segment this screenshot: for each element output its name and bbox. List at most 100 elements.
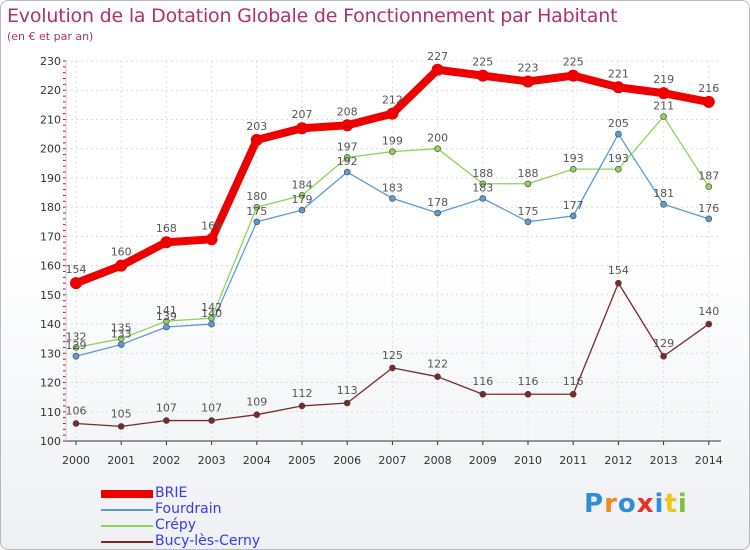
data-point-crepy: [705, 183, 713, 190]
data-label-brie: 225: [563, 56, 584, 69]
data-point-crepy: [660, 113, 667, 120]
data-label-fourdrain: 133: [111, 328, 132, 341]
data-label-fourdrain: 178: [427, 196, 448, 209]
data-label-fourdrain: 192: [337, 155, 358, 168]
y-tick-label: 220: [40, 84, 61, 97]
data-label-crepy: 135: [111, 322, 132, 335]
data-point-bucy-les-cerny: [117, 423, 125, 430]
data-point-fourdrain: [389, 195, 396, 202]
data-label-crepy: 188: [518, 167, 539, 180]
x-tick-label: 2001: [107, 454, 135, 467]
y-tick-label: 150: [40, 289, 61, 302]
data-label-crepy: 132: [66, 330, 87, 343]
x-tick-label: 2011: [559, 454, 587, 467]
x-tick-label: 2014: [695, 454, 723, 467]
data-point-fourdrain: [298, 206, 306, 214]
data-label-brie: 154: [66, 263, 87, 276]
data-label-crepy: 188: [472, 167, 493, 180]
data-label-crepy: 211: [653, 100, 674, 113]
y-tick-label: 210: [40, 113, 61, 126]
data-point-fourdrain: [615, 130, 622, 138]
data-point-brie: [657, 87, 670, 100]
data-point-brie: [296, 122, 308, 135]
data-label-crepy: 193: [608, 152, 629, 165]
data-point-bucy-les-cerny: [615, 279, 622, 287]
x-tick-label: 2013: [650, 454, 678, 467]
data-label-bucy-les-cerny: 113: [337, 384, 358, 397]
data-point-fourdrain: [569, 212, 577, 220]
data-point-fourdrain: [253, 218, 261, 226]
data-labels: 154 160 168 169 203 207 208 212 227 225 223 225 221 2…: [66, 50, 720, 421]
brand-letter: i: [677, 489, 688, 519]
data-label-fourdrain: 205: [608, 117, 629, 130]
data-point-brie: [115, 259, 128, 272]
x-tick-label: 2005: [288, 454, 316, 467]
data-label-fourdrain: 177: [563, 199, 584, 212]
data-point-brie: [160, 236, 173, 249]
y-tick-label: 200: [40, 143, 61, 156]
data-label-bucy-les-cerny: 107: [201, 402, 222, 415]
data-point-crepy: [615, 165, 622, 173]
data-label-bucy-les-cerny: 116: [518, 375, 539, 388]
data-point-bucy-les-cerny: [479, 390, 487, 398]
data-point-brie: [70, 277, 82, 290]
data-label-bucy-les-cerny: 109: [246, 396, 267, 409]
data-label-brie: 207: [292, 108, 313, 121]
legend-swatch-fourdrain: [101, 509, 153, 511]
data-label-bucy-les-cerny: 106: [66, 404, 87, 417]
data-point-bucy-les-cerny: [163, 417, 170, 424]
data-label-fourdrain: 175: [246, 205, 267, 218]
data-point-brie: [476, 69, 489, 82]
data-label-fourdrain: 140: [201, 307, 222, 320]
data-point-fourdrain: [163, 323, 170, 331]
data-label-bucy-les-cerny: 129: [653, 337, 674, 350]
data-label-bucy-les-cerny: 154: [608, 264, 629, 277]
data-label-fourdrain: 183: [382, 181, 403, 194]
data-point-fourdrain: [705, 215, 713, 223]
data-label-crepy: 141: [156, 304, 177, 317]
brand-letter: P: [584, 489, 605, 519]
y-tick-label: 110: [40, 406, 61, 419]
data-label-crepy: 199: [382, 135, 403, 148]
data-label-brie: 168: [156, 222, 177, 235]
legend-label-bucy: Bucy-lès-Cerny: [155, 533, 261, 549]
brand-letter: t: [664, 489, 678, 519]
data-label-bucy-les-cerny: 112: [292, 387, 313, 400]
legend-label-crepy: Crépy: [155, 517, 197, 533]
x-tick-label: 2004: [243, 454, 271, 467]
data-point-brie: [702, 95, 715, 108]
data-point-crepy: [569, 165, 577, 173]
data-point-crepy: [298, 192, 306, 199]
data-point-bucy-les-cerny: [705, 320, 713, 328]
data-label-bucy-les-cerny: 116: [472, 375, 493, 388]
data-point-bucy-les-cerny: [389, 364, 396, 372]
data-point-bucy-les-cerny: [434, 373, 441, 380]
data-label-fourdrain: 176: [698, 202, 719, 215]
data-point-bucy-les-cerny: [524, 390, 532, 398]
brand-logo: Proxiti: [584, 489, 688, 519]
data-label-brie: 160: [111, 246, 132, 259]
data-point-brie: [567, 69, 580, 82]
data-label-bucy-les-cerny: 140: [698, 305, 719, 318]
data-label-crepy: 184: [292, 178, 313, 191]
legend-item-fourdrain: Fourdrain: [101, 501, 321, 517]
data-point-bucy-les-cerny: [253, 411, 261, 418]
data-point-crepy: [343, 154, 351, 161]
legend-label-brie: BRIE: [155, 485, 188, 501]
data-label-brie: 212: [382, 94, 403, 107]
data-label-crepy: 193: [563, 152, 584, 165]
y-tick-label: 190: [40, 172, 61, 185]
data-point-fourdrain: [434, 209, 441, 217]
data-label-brie: 203: [246, 120, 267, 133]
data-point-brie: [250, 133, 263, 146]
x-tick-label: 2010: [514, 454, 542, 467]
data-label-bucy-les-cerny: 107: [156, 402, 177, 415]
data-label-brie: 169: [201, 219, 222, 232]
data-point-bucy-les-cerny: [72, 420, 80, 427]
y-tick-label: 170: [40, 230, 61, 243]
x-tick-label: 2006: [333, 454, 361, 467]
data-point-brie: [341, 119, 354, 132]
x-tick-label: 2000: [62, 454, 90, 467]
data-point-fourdrain: [72, 352, 80, 360]
